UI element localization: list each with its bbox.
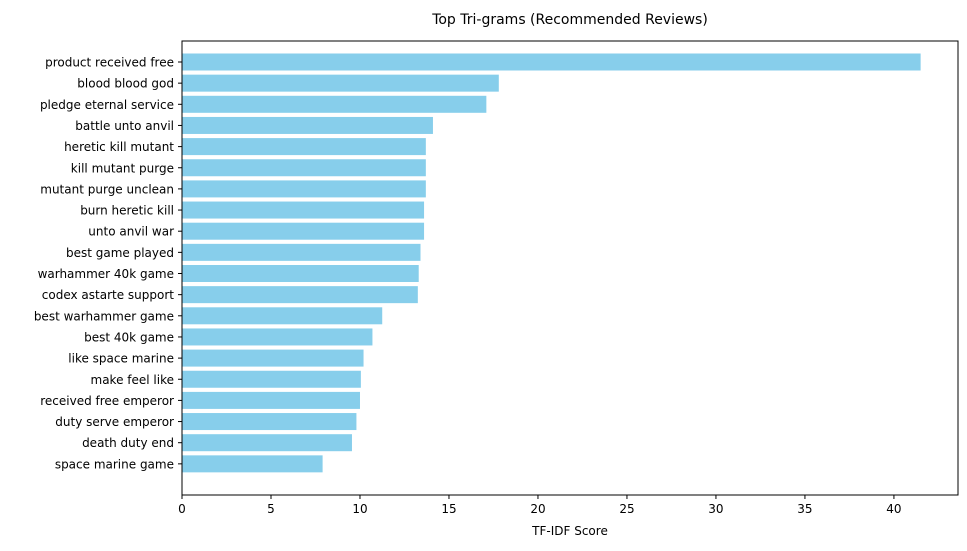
bar [182, 391, 360, 409]
x-tick-label: 5 [267, 502, 275, 516]
bar [182, 370, 361, 388]
y-tick-label: received free emperor [40, 394, 174, 408]
y-tick-label: pledge eternal service [40, 98, 174, 112]
y-tick-label: warhammer 40k game [38, 267, 174, 281]
bar [182, 307, 383, 325]
y-tick-label: make feel like [91, 373, 174, 387]
x-tick-label: 30 [708, 502, 723, 516]
y-tick-label: space marine game [55, 457, 174, 471]
y-tick-label: burn heretic kill [80, 204, 174, 218]
bar [182, 434, 352, 452]
y-tick-label: best warhammer game [34, 309, 174, 323]
bar [182, 286, 418, 304]
bar [182, 53, 921, 71]
x-tick-label: 35 [797, 502, 812, 516]
y-tick-label: death duty end [82, 436, 174, 450]
bar [182, 413, 357, 431]
y-tick-label: heretic kill mutant [64, 140, 174, 154]
y-tick-label: like space marine [68, 352, 174, 366]
x-tick-label: 10 [352, 502, 367, 516]
y-tick-label: battle unto anvil [75, 119, 174, 133]
bar [182, 116, 433, 134]
bar [182, 349, 364, 367]
bar [182, 74, 499, 92]
y-tick-label: blood blood god [77, 77, 174, 91]
bar [182, 328, 373, 346]
x-axis-ticks: 0 5 10 15 20 25 30 35 40 [178, 495, 902, 516]
bar [182, 201, 425, 219]
y-tick-label: kill mutant purge [71, 161, 174, 175]
y-tick-label: unto anvil war [88, 225, 174, 239]
bar [182, 265, 419, 282]
y-tick-label: best 40k game [84, 330, 174, 344]
x-tick-label: 20 [530, 502, 545, 516]
bar [182, 455, 323, 473]
bar [182, 180, 426, 198]
bars-layer [182, 53, 921, 473]
x-tick-label: 0 [178, 502, 186, 516]
bar [182, 243, 421, 261]
x-axis-label: TF-IDF Score [531, 524, 608, 538]
bar [182, 138, 426, 156]
y-tick-label: product received free [45, 56, 174, 70]
bar [182, 159, 426, 177]
x-tick-label: 15 [441, 502, 456, 516]
bar [182, 222, 425, 240]
x-tick-label: 25 [619, 502, 634, 516]
chart-title: Top Tri-grams (Recommended Reviews) [431, 12, 708, 28]
y-tick-label: codex astarte support [42, 288, 175, 302]
y-tick-labels: product received free blood blood god pled… [34, 56, 182, 471]
bar [182, 95, 487, 113]
y-tick-label: duty serve emperor [55, 415, 174, 429]
x-tick-label: 40 [886, 502, 901, 516]
y-tick-label: best game played [66, 246, 174, 260]
y-tick-label: mutant purge unclean [40, 182, 174, 196]
plot-frame [181, 40, 959, 496]
